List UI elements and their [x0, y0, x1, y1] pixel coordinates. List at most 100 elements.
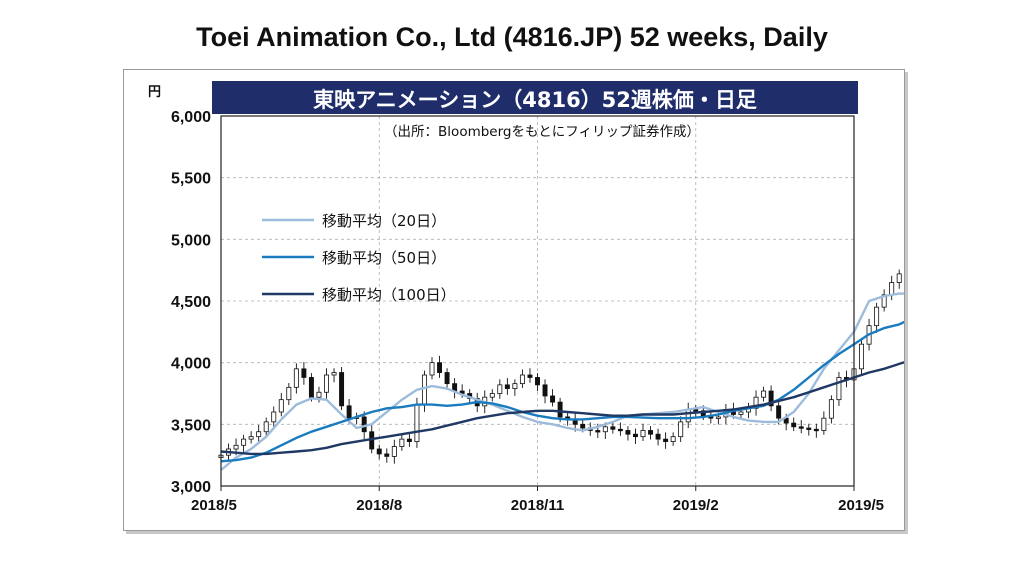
candle-body	[248, 436, 254, 440]
y-tick-label: 3,500	[171, 417, 211, 434]
candle-body	[512, 383, 518, 389]
y-axis-unit-label: 円	[148, 85, 161, 100]
candle-body	[776, 405, 782, 419]
candle-body	[271, 411, 277, 423]
candle-body	[437, 362, 443, 373]
candle-body	[557, 401, 563, 418]
x-tick-label: 2018/11	[511, 497, 564, 514]
candle-body	[489, 393, 495, 398]
candle-body	[339, 372, 345, 407]
candle-body	[421, 374, 427, 406]
candle-body	[519, 374, 525, 385]
candle-body	[361, 416, 367, 433]
ma50-line	[220, 320, 904, 463]
moving-average-lines	[220, 292, 904, 471]
candle-body	[640, 430, 646, 438]
candle-body	[632, 433, 638, 438]
candle-body	[580, 423, 586, 429]
candle-body	[504, 384, 510, 389]
candle-body	[406, 438, 412, 442]
candle-body	[753, 396, 759, 409]
candle-body	[821, 417, 827, 431]
ma100-line	[220, 361, 904, 456]
legend-label-ma50: 移動平均（50日）	[322, 249, 446, 267]
candle-body	[881, 294, 887, 308]
candle-body	[602, 426, 608, 433]
axes	[220, 115, 855, 487]
candle-body	[625, 430, 631, 435]
candle-body	[376, 448, 382, 455]
candle-body	[331, 372, 337, 376]
chart-title: 東映アニメーション（4816）52週株価・日足	[313, 88, 757, 112]
candle-body	[346, 405, 352, 419]
candle-body	[693, 409, 699, 412]
candle-body	[595, 430, 601, 433]
grid	[220, 116, 855, 491]
candle-body	[399, 438, 405, 447]
candle-body	[256, 431, 262, 438]
candle-body	[324, 374, 329, 393]
y-tick-label: 4,000	[171, 356, 211, 373]
y-tick-label: 6,000	[171, 109, 211, 126]
y-tick-label: 5,500	[171, 171, 211, 188]
x-tick-label: 2018/5	[191, 497, 237, 514]
y-tick-label: 5,000	[171, 232, 211, 249]
plot-area-border	[220, 115, 855, 487]
candle-body	[550, 395, 556, 403]
candle-body	[301, 368, 307, 378]
candle-body	[896, 273, 902, 283]
stock-chart: 3,000 3,500 4,000 4,500 5,000 5,500 6,000 2018…	[148, 81, 904, 514]
candle-body	[738, 411, 744, 415]
candle-body	[663, 438, 669, 442]
candle-body	[527, 374, 533, 378]
candle-body	[293, 368, 299, 388]
legend-label-ma20: 移動平均（20日）	[322, 212, 446, 230]
candle-body	[286, 386, 292, 401]
candle-body	[813, 428, 819, 432]
candle-body	[715, 416, 721, 419]
x-tick-labels: 2018/5 2018/8 2018/11 2019/2 2019/5	[191, 497, 884, 514]
candle-body	[761, 390, 767, 398]
y-tick-labels: 3,000 3,500 4,000 4,500 5,000 5,500 6,000	[171, 109, 211, 496]
candle-body	[316, 391, 322, 398]
candle-body	[648, 430, 654, 435]
candle-body	[610, 426, 616, 430]
candle-body	[791, 422, 797, 428]
page-title: Toei Animation Co., Ltd (4816.JP) 52 wee…	[196, 22, 828, 52]
y-tick-label: 3,000	[171, 479, 211, 496]
x-tick-label: 2019/5	[838, 497, 884, 514]
candle-body	[655, 433, 661, 440]
candle-body	[497, 384, 503, 394]
legend-label-ma100: 移動平均（100日）	[322, 286, 456, 304]
candle-body	[685, 409, 691, 423]
candle-body	[617, 428, 623, 432]
chart-subtitle: （出所：Bloombergをもとにフィリップ証券作成）	[384, 124, 700, 140]
candle-body	[798, 426, 804, 429]
candle-body	[678, 421, 684, 438]
candle-body	[384, 453, 390, 457]
x-tick-label: 2019/2	[673, 497, 719, 514]
price-candles	[218, 269, 902, 464]
candle-body	[414, 404, 420, 443]
candle-body	[233, 444, 239, 450]
legend: 移動平均（20日） 移動平均（50日） 移動平均（100日）	[262, 212, 456, 304]
candle-body	[670, 436, 676, 442]
candle-body	[263, 421, 269, 433]
candle-body	[444, 372, 450, 385]
candle-body	[828, 399, 834, 419]
candle-body	[889, 282, 895, 296]
candle-body	[874, 306, 880, 327]
candle-body	[542, 384, 548, 397]
candle-body	[308, 377, 314, 398]
chart-frame: 3,000 3,500 4,000 4,500 5,000 5,500 6,000 2018…	[123, 69, 905, 531]
candle-body	[278, 399, 284, 413]
chart-title-banner	[212, 81, 858, 114]
candle-body	[391, 446, 397, 457]
y-tick-label: 4,500	[171, 294, 211, 311]
candle-body	[241, 438, 247, 446]
candle-body	[836, 377, 842, 401]
candle-body	[535, 377, 540, 386]
candle-body	[806, 427, 812, 430]
candle-body	[768, 390, 774, 407]
candle-body	[429, 362, 435, 376]
